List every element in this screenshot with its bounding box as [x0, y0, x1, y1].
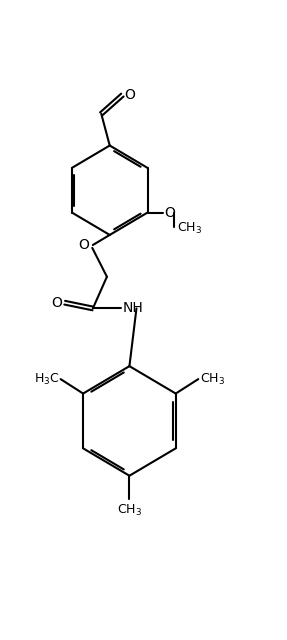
Text: NH: NH [122, 301, 143, 316]
Text: H$_3$C: H$_3$C [34, 372, 59, 387]
Text: CH$_3$: CH$_3$ [177, 221, 202, 236]
Text: O: O [125, 88, 135, 102]
Text: CH$_3$: CH$_3$ [117, 503, 142, 518]
Text: O: O [51, 296, 62, 310]
Text: O: O [79, 238, 90, 252]
Text: O: O [164, 205, 175, 220]
Text: CH$_3$: CH$_3$ [200, 372, 225, 387]
